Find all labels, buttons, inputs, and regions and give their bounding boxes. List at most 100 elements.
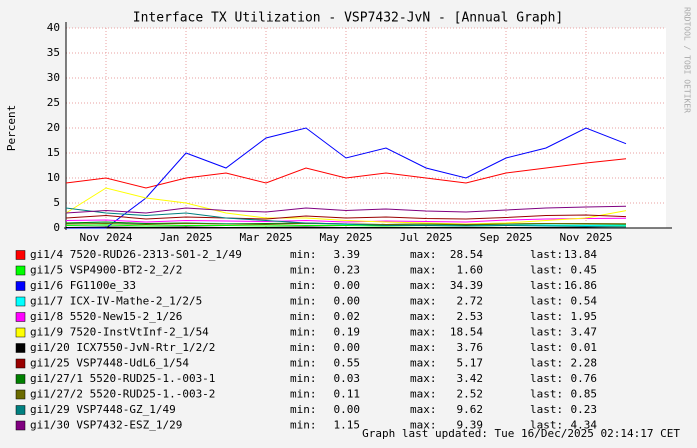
stat-label: max: <box>410 264 437 277</box>
stat-label: min: <box>290 357 317 370</box>
y-tick-label: 15 <box>47 146 60 159</box>
stat-value: 1.15 <box>334 419 361 432</box>
footer: Graph last updated: Tue 16/Dec/2025 02:1… <box>362 427 680 440</box>
stat-value: 2.53 <box>457 310 484 323</box>
stat-label: max: <box>410 372 437 385</box>
y-tick-label: 35 <box>47 46 60 59</box>
y-tick-label: 40 <box>47 21 60 34</box>
stat-value: 1.95 <box>571 310 598 323</box>
legend-swatch <box>15 374 26 384</box>
stat-value: 13.84 <box>564 248 597 261</box>
stat-value: 1.60 <box>457 264 484 277</box>
stat-value: 2.28 <box>571 357 598 370</box>
y-tick-label: 20 <box>47 121 60 134</box>
legend-name: gi1/20 ICX7550-JvN-Rtr_1/2/2 <box>30 341 215 354</box>
legend-name: gi1/25 VSP7448-UdL6_1/54 <box>30 357 189 370</box>
legend-swatch <box>15 420 26 431</box>
stat-value: 0.19 <box>334 326 361 339</box>
stat-value: 0.00 <box>334 341 361 354</box>
y-tick-label: 10 <box>47 171 60 184</box>
stat-label: max: <box>410 388 437 401</box>
stat-label: last: <box>530 279 563 292</box>
stat-value: 3.39 <box>334 248 361 261</box>
legend-swatch <box>15 358 26 369</box>
stat-label: last: <box>530 310 563 323</box>
x-tick-label: Nov 2025 <box>560 231 613 244</box>
stat-value: 0.23 <box>571 403 598 416</box>
stat-label: max: <box>410 357 437 370</box>
stat-value: 0.54 <box>571 295 598 308</box>
legend-swatch <box>15 250 26 260</box>
stat-value: 0.11 <box>334 388 361 401</box>
stat-value: 9.39 <box>457 419 484 432</box>
stat-value: 18.54 <box>450 326 483 339</box>
stat-label: last: <box>530 372 563 385</box>
series-line <box>65 214 627 220</box>
series-line <box>66 127 627 229</box>
stat-value: 0.00 <box>334 295 361 308</box>
legend-swatch <box>15 312 26 322</box>
series-line <box>65 226 627 229</box>
stat-label: min: <box>290 341 317 354</box>
legend-name: gi1/8 5520-New15-2_1/26 <box>30 310 182 323</box>
y-tick-label: 30 <box>47 71 60 84</box>
x-tick-label: Jul 2025 <box>400 231 453 244</box>
series-line <box>65 217 627 223</box>
stat-value: 0.02 <box>334 310 361 323</box>
stat-label: min: <box>290 419 317 432</box>
series-line <box>65 205 627 214</box>
stat-value: 5.17 <box>457 357 484 370</box>
x-tick-label: Mar 2025 <box>240 231 293 244</box>
stat-value: 0.76 <box>571 372 598 385</box>
stat-label: max: <box>410 279 437 292</box>
stat-value: 3.76 <box>457 341 484 354</box>
legend-name: gi1/30 VSP7432-ESZ_1/29 <box>30 419 182 432</box>
stat-label: last: <box>530 326 563 339</box>
stat-label: max: <box>410 326 437 339</box>
stat-value: 3.47 <box>571 326 598 339</box>
stat-value: 9.62 <box>457 403 484 416</box>
legend-swatch <box>15 281 26 291</box>
stat-label: last: <box>530 248 563 261</box>
series-line <box>65 158 627 189</box>
series-line <box>65 207 627 228</box>
stat-label: last: <box>530 357 563 370</box>
legend-name: gi1/6 FG1100e_33 <box>30 279 136 292</box>
stat-value: 0.85 <box>571 388 598 401</box>
legend-name: gi1/29 VSP7448-GZ_1/49 <box>30 403 176 416</box>
stat-value: 3.42 <box>457 372 484 385</box>
legend-swatch <box>15 343 26 353</box>
stat-label: min: <box>290 279 317 292</box>
stat-label: min: <box>290 248 317 261</box>
stat-value: 2.52 <box>457 388 484 401</box>
x-tick-label: May 2025 <box>320 231 373 244</box>
stat-label: min: <box>290 403 317 416</box>
stat-label: last: <box>530 295 563 308</box>
legend-name: gi1/5 VSP4900-BT2-2_2/2 <box>30 264 182 277</box>
stat-label: max: <box>410 310 437 323</box>
series-line <box>65 187 627 225</box>
stat-value: 0.00 <box>334 279 361 292</box>
y-tick-label: 5 <box>53 196 60 209</box>
stat-label: max: <box>410 341 437 354</box>
stat-value: 4.34 <box>571 419 598 432</box>
stat-label: max: <box>410 248 437 261</box>
stat-label: min: <box>290 295 317 308</box>
stat-value: 0.23 <box>334 264 361 277</box>
y-tick-label: 25 <box>47 96 60 109</box>
legend-swatch <box>15 389 26 400</box>
stat-value: 28.54 <box>450 248 483 261</box>
stat-value: 2.72 <box>457 295 484 308</box>
y-tick-label: 0 <box>53 221 60 234</box>
stat-label: max: <box>410 403 437 416</box>
x-tick-label: Sep 2025 <box>480 231 533 244</box>
legend-swatch <box>15 327 26 338</box>
legend-swatch <box>15 405 26 415</box>
chart-title: Interface TX Utilization - VSP7432-JvN -… <box>133 11 563 26</box>
watermark: RRDTOOL / TOBI OETIKER <box>683 7 692 113</box>
stat-value: 0.00 <box>334 403 361 416</box>
stat-label: min: <box>290 388 317 401</box>
stat-label: min: <box>290 310 317 323</box>
x-tick-label: Jan 2025 <box>160 231 213 244</box>
stat-label: last: <box>530 388 563 401</box>
